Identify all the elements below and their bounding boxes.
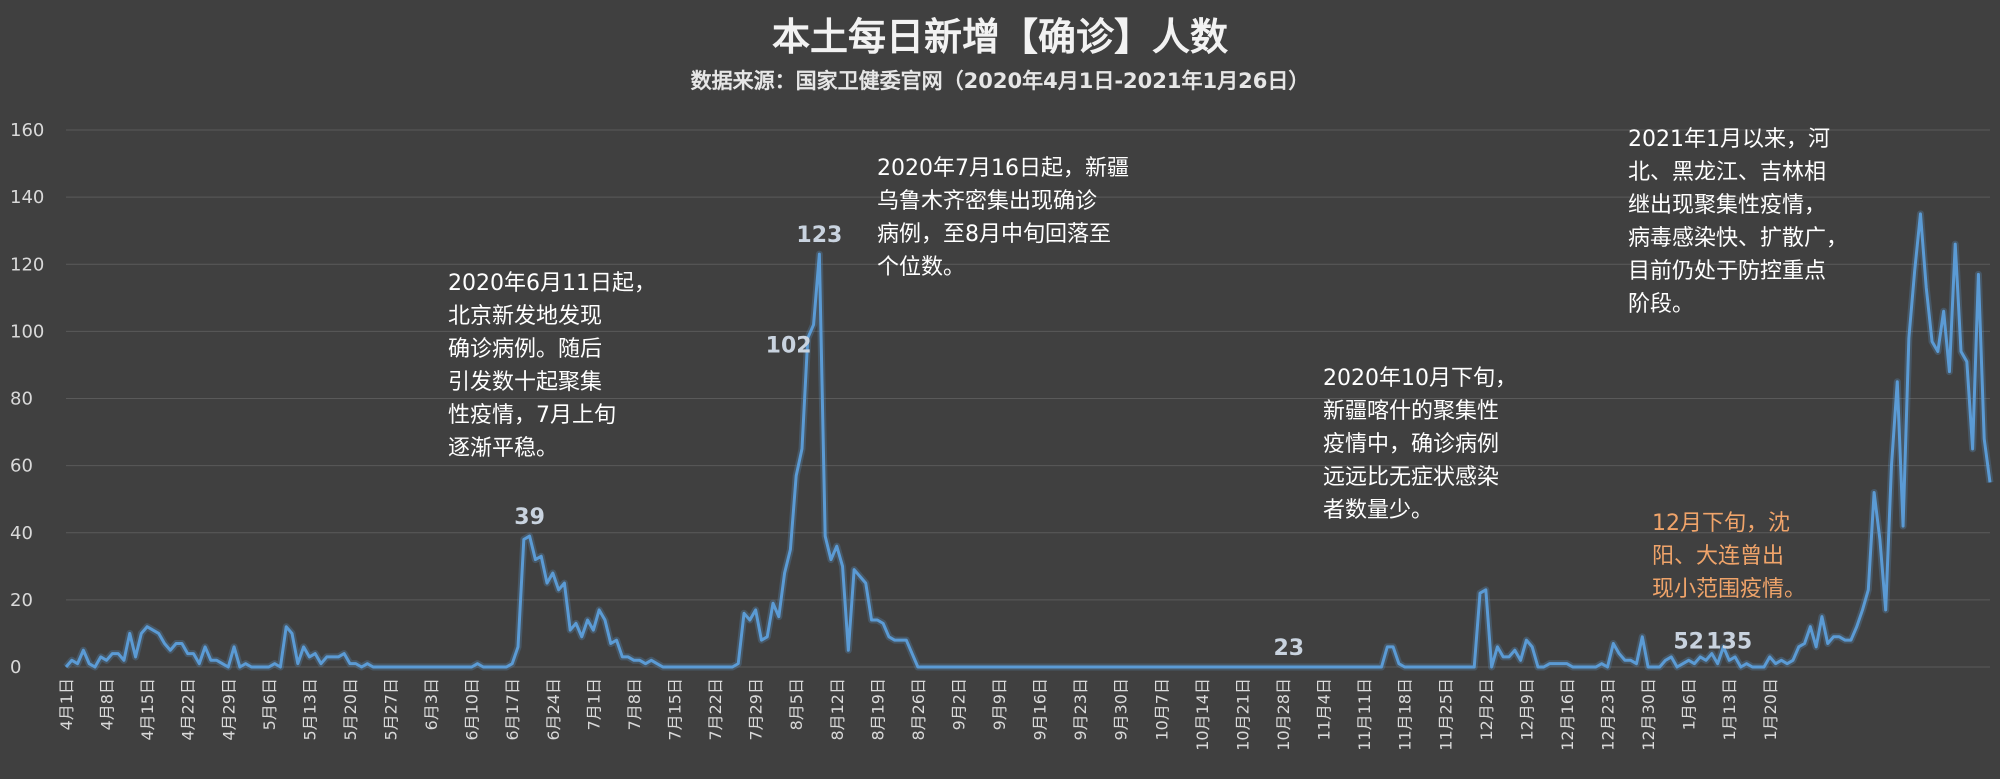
y-tick-label: 40 (10, 523, 33, 544)
annotation-line: 病例，至8月中旬回落至 (877, 222, 1111, 247)
y-tick-label: 60 (10, 456, 33, 477)
x-tick-label: 4月15日 (138, 678, 157, 741)
x-tick-label: 11月11日 (1355, 678, 1374, 751)
annotation-text: 2020年6月11日起， 北京新发地发现确诊病例。随后引发数十起聚集性疫情，7月上… (448, 271, 656, 461)
x-tick-label: 5月13日 (300, 678, 319, 741)
chart-title: 本土每日新增【确诊】人数 (772, 15, 1228, 59)
annotation-line: 继出现聚集性疫情， (1628, 193, 1826, 218)
x-tick-label: 6月3日 (422, 678, 441, 730)
x-tick-label: 12月2日 (1477, 678, 1496, 741)
x-tick-label: 11月25日 (1436, 678, 1455, 751)
annotation-line: 个位数。 (877, 255, 965, 280)
data-label: 39 (514, 505, 545, 530)
data-label: 52 (1673, 629, 1704, 654)
x-tick-label: 7月1日 (584, 678, 603, 730)
annotation-line: 疫情中，确诊病例 (1323, 432, 1499, 457)
x-tick-label: 7月8日 (625, 678, 644, 730)
x-tick-label: 5月20日 (341, 678, 360, 741)
data-label: 135 (1706, 629, 1752, 654)
annotation-line: 目前仍处于防控重点 (1628, 259, 1826, 284)
x-tick-label: 10月14日 (1193, 678, 1212, 751)
series-line (64, 212, 1992, 669)
annotation-line: 北、黑龙江、吉林相 (1628, 160, 1826, 185)
x-tick-label: 6月24日 (544, 678, 563, 741)
x-tick-label: 11月18日 (1396, 678, 1415, 751)
series-layer (63, 210, 1994, 671)
y-tick-label: 120 (10, 254, 44, 275)
annotation-line: 12月下旬，沈 (1652, 511, 1790, 536)
x-tick-label: 8月5日 (787, 678, 806, 730)
annotation-line: 者数量少。 (1323, 498, 1433, 523)
x-tick-label: 1月20日 (1761, 678, 1780, 741)
x-tick-label: 5月6日 (260, 678, 279, 730)
annotation-line: 逐渐平稳。 (448, 436, 558, 461)
data-label: 123 (796, 223, 842, 248)
annotation-line: 2020年6月11日起， (448, 271, 656, 296)
annotation-text: 12月下旬，沈阳、大连曾出现小范围疫情。 (1652, 511, 1806, 602)
y-axis: 0 20 40 60 80 100 120 140 160 (10, 120, 44, 678)
annotation-line: 远远比无症状感染 (1323, 465, 1499, 490)
data-label: 102 (766, 334, 812, 359)
annotation-text: 2020年7月16日起，新疆乌鲁木齐密集出现确诊病例，至8月中旬回落至个位数。 (877, 156, 1129, 280)
x-tick-label: 9月30日 (1112, 678, 1131, 741)
annotation-line: 阳、大连曾出 (1652, 544, 1784, 569)
x-axis: 4月1日 4月8日 4月15日 4月22日 4月29日 5月6日 5月13日 5月20日 5月2… (57, 678, 1780, 751)
y-tick-label: 0 (10, 657, 21, 678)
x-tick-label: 8月19日 (868, 678, 887, 741)
annotation-line: 2020年10月下旬， (1323, 366, 1517, 391)
annotations: 2020年6月11日起， 北京新发地发现确诊病例。随后引发数十起聚集性疫情，7月上… (448, 127, 1848, 602)
x-tick-label: 7月29日 (747, 678, 766, 741)
annotation-line: 确诊病例。随后 (448, 337, 602, 362)
x-tick-label: 4月8日 (98, 678, 117, 730)
x-tick-label: 10月21日 (1233, 678, 1252, 751)
x-tick-label: 6月10日 (463, 678, 482, 741)
y-tick-label: 20 (10, 590, 33, 611)
x-tick-label: 10月28日 (1274, 678, 1293, 751)
annotation-line: 2020年7月16日起，新疆 (877, 156, 1129, 181)
x-tick-label: 12月16日 (1558, 678, 1577, 751)
annotation-line: 2021年1月以来，河 (1628, 127, 1830, 152)
x-tick-label: 12月9日 (1517, 678, 1536, 741)
annotation-text: 2021年1月以来，河北、黑龙江、吉林相继出现聚集性疫情， 病毒感染快、扩散广， 目… (1628, 127, 1848, 317)
y-tick-label: 80 (10, 389, 33, 410)
annotation-line: 北京新发地发现 (448, 304, 602, 329)
data-label: 23 (1273, 636, 1304, 661)
x-tick-label: 11月4日 (1315, 678, 1334, 741)
x-tick-label: 4月22日 (179, 678, 198, 741)
x-tick-label: 7月15日 (665, 678, 684, 741)
x-tick-label: 4月1日 (57, 678, 76, 730)
x-tick-label: 12月30日 (1639, 678, 1658, 751)
x-tick-label: 9月16日 (1031, 678, 1050, 741)
annotation-line: 性疫情，7月上旬 (448, 403, 616, 428)
x-tick-label: 10月7日 (1152, 678, 1171, 741)
x-tick-label: 9月2日 (949, 678, 968, 730)
annotation-line: 乌鲁木齐密集出现确诊 (877, 189, 1097, 214)
x-tick-label: 9月23日 (1071, 678, 1090, 741)
annotation-line: 引发数十起聚集 (448, 370, 602, 395)
x-tick-label: 6月17日 (503, 678, 522, 741)
annotation-line: 阶段。 (1628, 292, 1694, 317)
annotation-line: 病毒感染快、扩散广， (1628, 226, 1848, 251)
x-tick-label: 4月29日 (219, 678, 238, 741)
annotation-line: 新疆喀什的聚集性 (1323, 399, 1499, 424)
x-tick-label: 7月22日 (706, 678, 725, 741)
annotation-text: 2020年10月下旬， 新疆喀什的聚集性疫情中，确诊病例远远比无症状感染者数量少。 (1323, 366, 1517, 523)
x-tick-label: 12月23日 (1599, 678, 1618, 751)
y-tick-label: 100 (10, 321, 44, 342)
y-tick-label: 140 (10, 187, 44, 208)
x-tick-label: 8月12日 (828, 678, 847, 741)
annotation-line: 现小范围疫情。 (1652, 577, 1806, 602)
x-tick-label: 1月13日 (1720, 678, 1739, 741)
gridlines (66, 129, 1990, 668)
x-tick-label: 8月26日 (909, 678, 928, 741)
x-tick-label: 9月9日 (990, 678, 1009, 730)
y-tick-label: 160 (10, 120, 44, 141)
chart-subtitle: 数据来源：国家卫健委官网（2020年4月1日-2021年1月26日） (691, 69, 1310, 93)
data-labels: 39 102 123 23 52 135 (514, 223, 1752, 661)
x-tick-label: 1月6日 (1680, 678, 1699, 730)
x-tick-label: 5月27日 (382, 678, 401, 741)
